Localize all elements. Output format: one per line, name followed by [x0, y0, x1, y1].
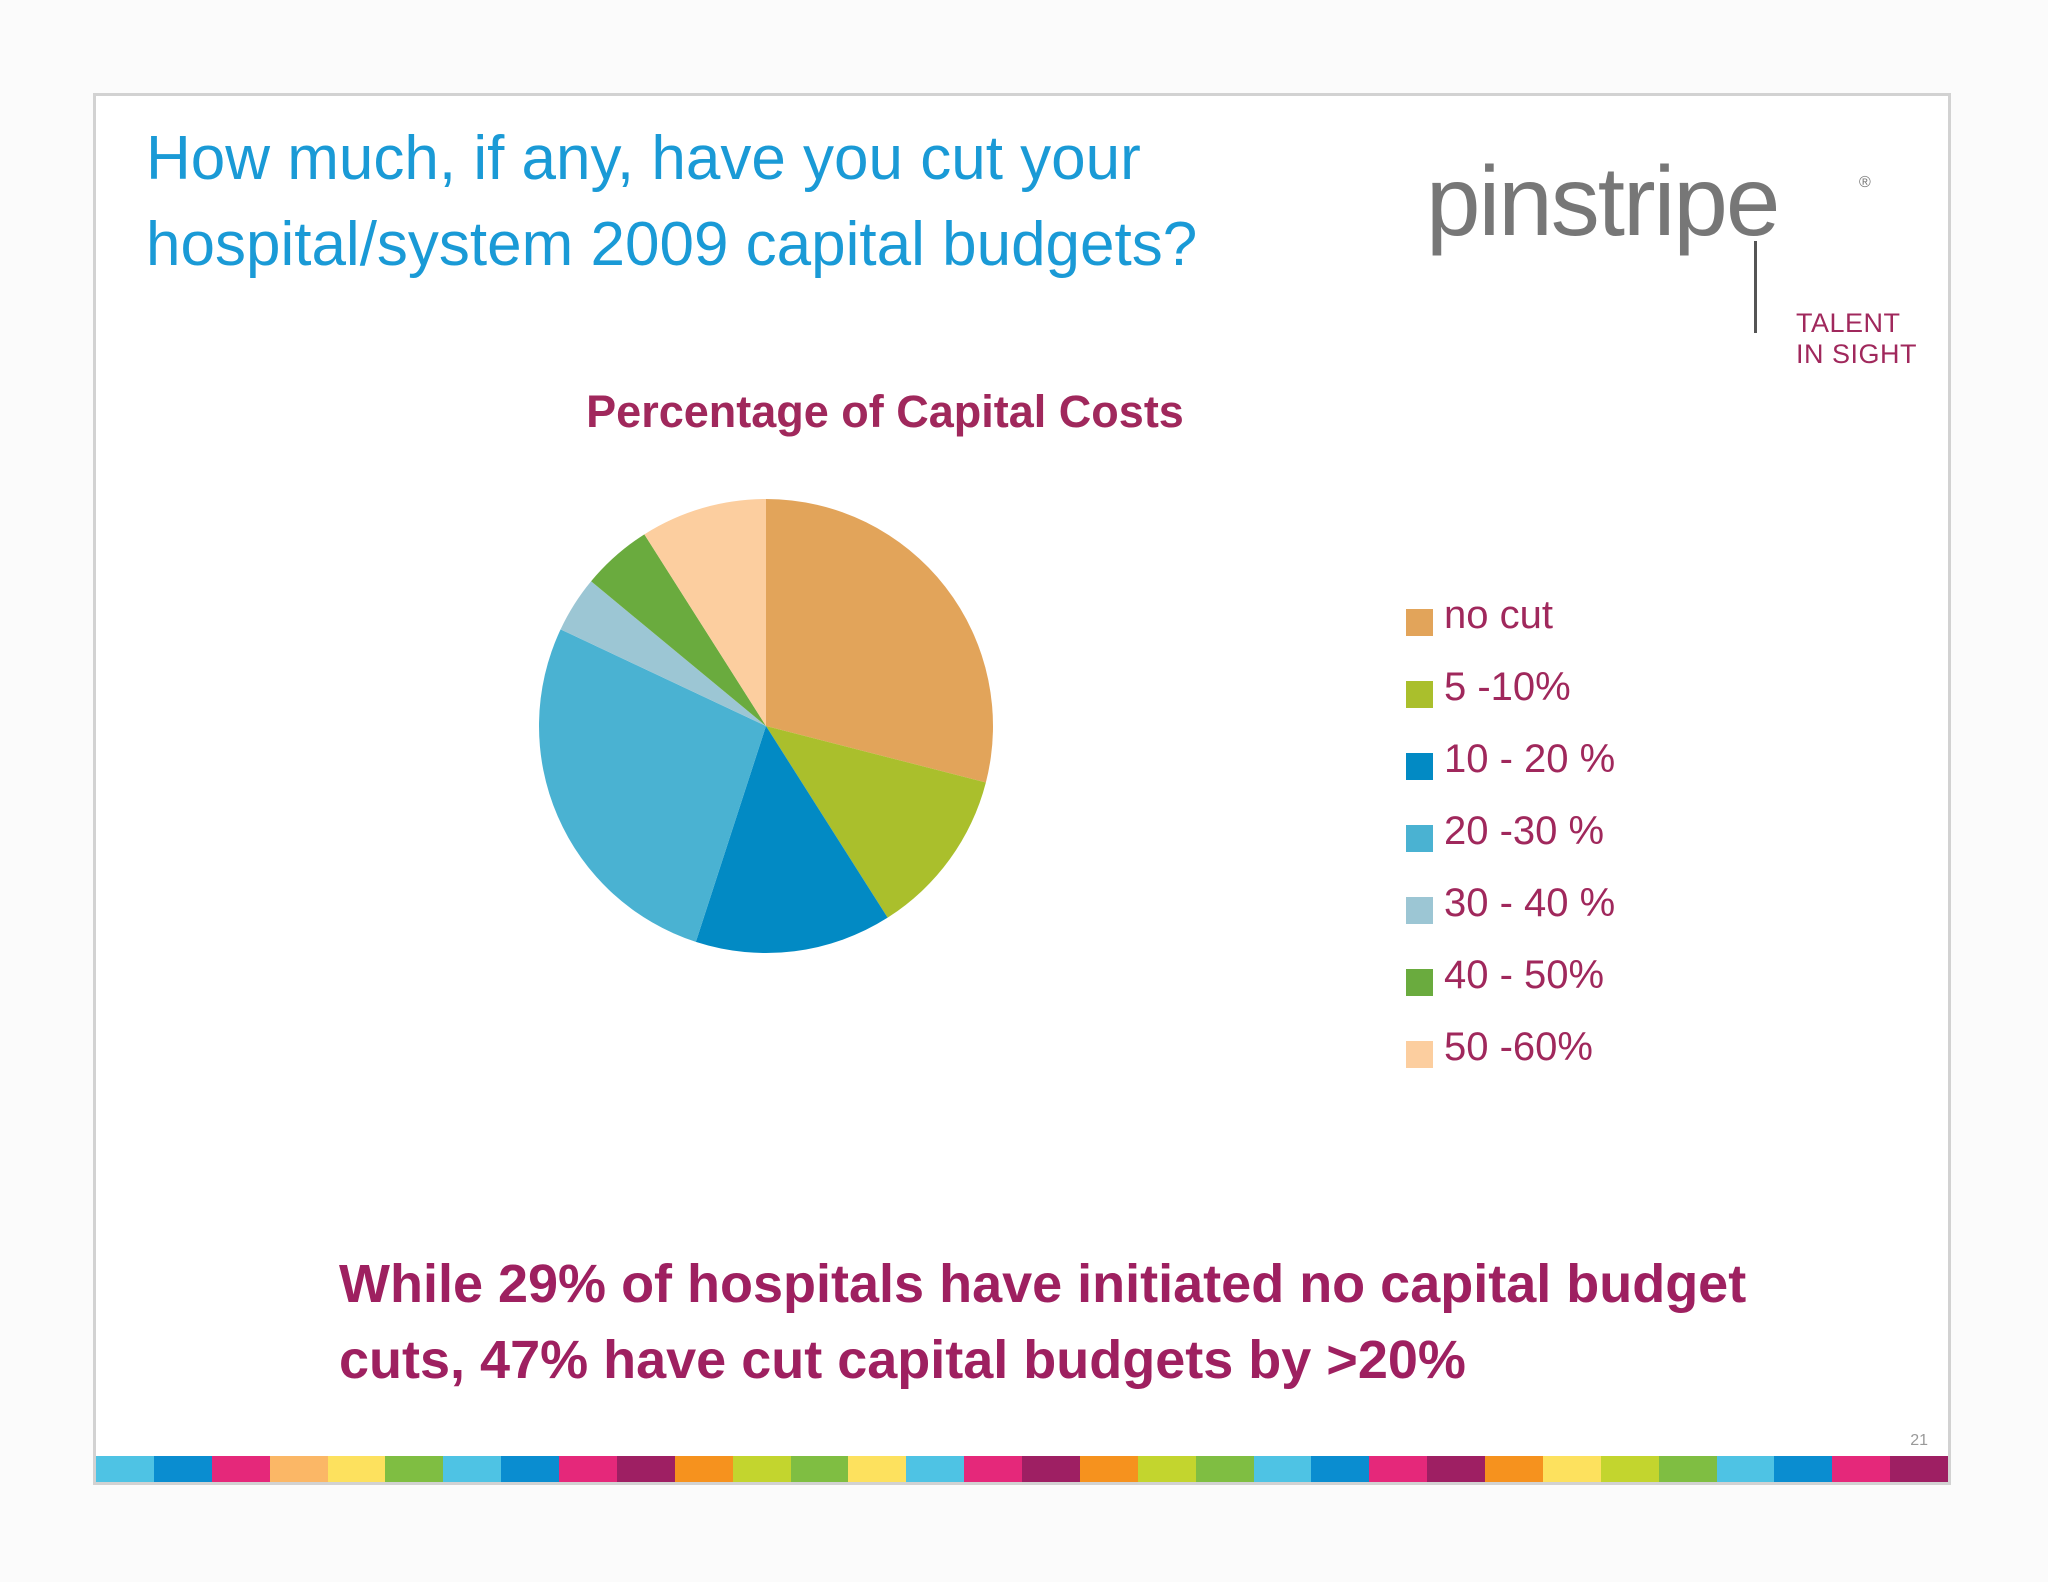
stripe-segment [1485, 1456, 1543, 1482]
legend-swatch [1406, 825, 1433, 852]
stripe-segment [96, 1456, 154, 1482]
pie-slice-5 [591, 534, 766, 726]
stripe-segment [443, 1456, 502, 1482]
stripe-segment [1079, 1456, 1138, 1482]
stripe-segment [501, 1456, 559, 1482]
stripe-segment [1137, 1456, 1196, 1482]
stripe-segment [1542, 1456, 1601, 1482]
stripe-segment [732, 1456, 791, 1482]
chart-title: Percentage of Capital Costs [586, 386, 1184, 437]
pinstripe-logo: pinstripe ® TALENT IN SIGHT [1426, 146, 1926, 386]
legend-label: 30 - 40 % [1444, 881, 1616, 925]
stripe-segment [1022, 1456, 1080, 1482]
pie-chart [539, 499, 993, 953]
stripe-segment [559, 1456, 617, 1482]
stripe-segment [1716, 1456, 1775, 1482]
conclusion-text: While 29% of hospitals have initiated no… [339, 1254, 1747, 1390]
stripe-segment [674, 1456, 733, 1482]
stripe-segment [1890, 1456, 1948, 1482]
legend-label: no cut [1444, 593, 1553, 637]
stripe-segment [1427, 1456, 1485, 1482]
stripe-segment [1658, 1456, 1717, 1482]
stripe-segment [848, 1456, 907, 1482]
pie-slice-4 [560, 581, 766, 726]
stripe-segment [269, 1456, 328, 1482]
legend-swatch [1406, 681, 1433, 708]
stripe-segment [153, 1456, 212, 1482]
legend-swatch [1406, 1041, 1433, 1068]
stripe-segment [906, 1456, 965, 1482]
legend-label: 40 - 50% [1444, 953, 1605, 997]
legend-label: 20 -30 % [1444, 809, 1605, 853]
legend-label: 5 -10% [1444, 665, 1571, 709]
legend-label: 10 - 20 % [1444, 737, 1616, 781]
pie-slice-3 [539, 629, 766, 942]
stripe-segment [1369, 1456, 1428, 1482]
pie-slice-1 [766, 726, 986, 918]
stripe-segment [1311, 1456, 1370, 1482]
stripe-segment [964, 1456, 1022, 1482]
logo-wordmark: pinstripe [1426, 146, 1780, 256]
legend-swatch [1406, 969, 1433, 996]
page-number: 21 [1910, 1432, 1928, 1449]
stripe-segment [790, 1456, 849, 1482]
legend-label: 50 -60% [1444, 1025, 1593, 1069]
stripe-segment [385, 1456, 444, 1482]
slide-title: How much, if any, have you cut your hosp… [146, 124, 1198, 279]
logo-registered-mark: ® [1859, 174, 1871, 191]
pie-slice-2 [695, 726, 888, 953]
stripe-segment [1832, 1456, 1891, 1482]
stripe-segment [211, 1456, 270, 1482]
stripe-segment [1253, 1456, 1312, 1482]
stripe-segment [1774, 1456, 1833, 1482]
logo-descender-bar [1754, 241, 1757, 333]
pie-slice-0 [766, 499, 993, 783]
slide: How much, if any, have you cut your hosp… [93, 93, 1951, 1485]
color-stripe-footer [96, 1456, 1948, 1482]
legend-swatch [1406, 753, 1433, 780]
pie-slice-6 [644, 499, 766, 726]
logo-tagline: TALENT IN SIGHT [1796, 308, 1918, 369]
legend-swatch [1406, 609, 1433, 636]
stripe-segment [1600, 1456, 1659, 1482]
legend-swatch [1406, 897, 1433, 924]
stripe-segment [616, 1456, 675, 1482]
stripe-segment [1195, 1456, 1254, 1482]
stripe-segment [327, 1456, 386, 1482]
